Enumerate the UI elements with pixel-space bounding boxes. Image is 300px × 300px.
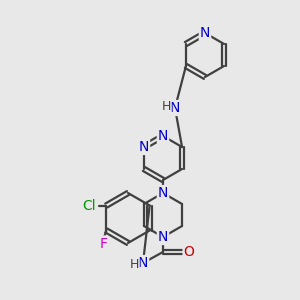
Text: N: N — [200, 26, 210, 40]
Text: N: N — [170, 101, 180, 115]
Text: N: N — [158, 230, 168, 244]
Text: H: H — [161, 100, 171, 113]
Text: O: O — [184, 245, 194, 259]
Text: N: N — [139, 140, 149, 154]
Text: F: F — [99, 236, 107, 250]
Text: N: N — [138, 256, 148, 270]
Text: N: N — [158, 186, 168, 200]
Text: H: H — [129, 257, 139, 271]
Text: N: N — [158, 129, 168, 143]
Text: Cl: Cl — [82, 199, 96, 212]
